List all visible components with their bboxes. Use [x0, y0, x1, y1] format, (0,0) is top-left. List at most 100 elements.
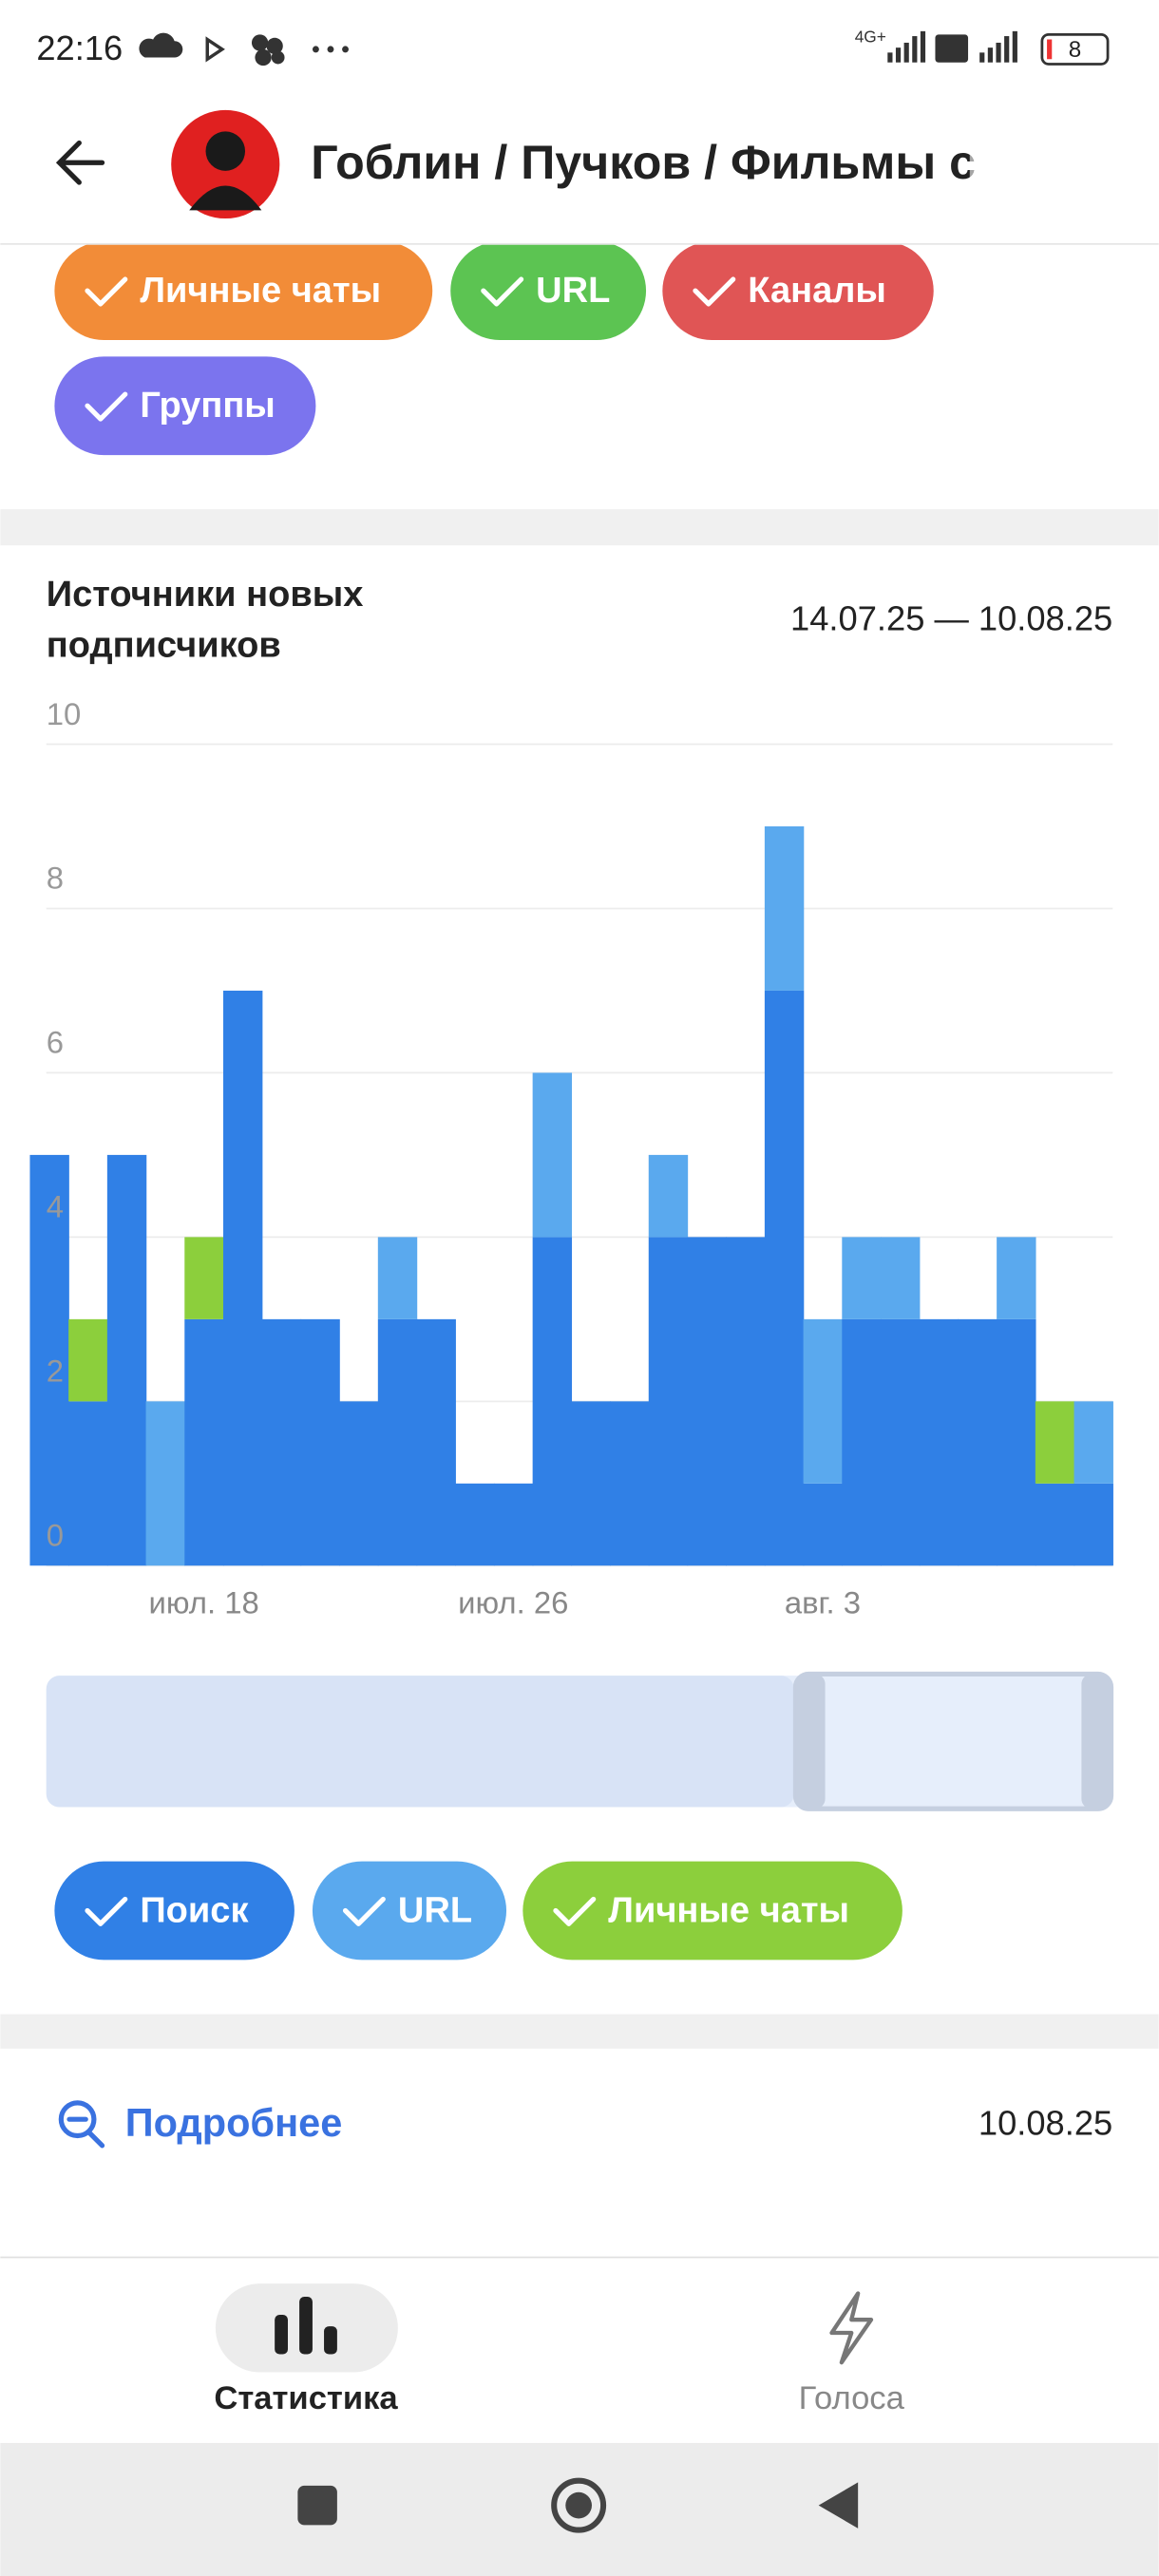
- details-date: 10.08.25: [978, 2104, 1112, 2143]
- chip-label: Поиск: [140, 1890, 249, 1930]
- bar-segment: [455, 1483, 495, 1566]
- chip[interactable]: [54, 356, 316, 456]
- voices-icon: [829, 2291, 874, 2365]
- x-tick-label: авг. 3: [785, 1584, 861, 1619]
- chip[interactable]: [54, 1861, 294, 1960]
- details-link[interactable]: Подробнее: [125, 2100, 343, 2145]
- chip-label: Группы: [140, 386, 275, 426]
- volte-icon: [935, 34, 969, 63]
- chip-label: Личные чаты: [140, 271, 381, 311]
- bar-segment: [416, 1318, 456, 1566]
- bar-segment: [571, 1401, 611, 1566]
- nav-item[interactable]: Статистика: [214, 2380, 398, 2416]
- cast-icon: [205, 36, 225, 63]
- bar-segment: [610, 1401, 650, 1566]
- battery-text: 8: [1069, 37, 1081, 63]
- y-tick-label: 8: [47, 861, 64, 896]
- bar-segment: [493, 1483, 534, 1566]
- chip-label: URL: [536, 271, 610, 311]
- avatar-figure: [205, 131, 246, 171]
- avatar-figure-body: [189, 185, 262, 211]
- back-system-button[interactable]: [818, 2482, 859, 2529]
- stats-icon: [275, 2296, 337, 2355]
- bar-segment: [842, 1318, 882, 1566]
- bar-segment: [68, 1318, 108, 1402]
- chart-title: подписчиков: [47, 626, 281, 666]
- bar-segment: [958, 1318, 998, 1566]
- check-icon: [85, 1896, 128, 1926]
- y-tick-label: 0: [47, 1518, 64, 1553]
- back-button[interactable]: [55, 140, 105, 185]
- zoom-icon-part: [66, 2116, 105, 2149]
- y-tick-label: 6: [47, 1025, 64, 1060]
- check-icon: [553, 1896, 597, 1926]
- signal-icon: [887, 30, 926, 63]
- check-icon: [85, 276, 128, 307]
- signal-icon-2: [979, 30, 1017, 63]
- top-bar: [0, 0, 1159, 243]
- bar-segment: [184, 1237, 224, 1319]
- bar-segment: [881, 1237, 921, 1319]
- app-icon: [251, 34, 285, 66]
- minimap-shade: [46, 1676, 794, 1808]
- bar-segment: [261, 1318, 302, 1566]
- chip[interactable]: [662, 241, 934, 341]
- home-button-dot: [565, 2491, 592, 2519]
- minimap-handle[interactable]: [1081, 1674, 1112, 1809]
- home-button[interactable]: [551, 2477, 607, 2533]
- status-time: 22:16: [36, 28, 123, 67]
- bar-segment: [300, 1318, 340, 1566]
- filter-chips: Личные чаты URL Каналы Группы: [54, 241, 934, 456]
- check-icon: [693, 276, 736, 307]
- bar-segment: [29, 1154, 69, 1566]
- battery-icon: [1040, 32, 1110, 66]
- bar-segment: [145, 1401, 185, 1566]
- date-range: 14.07.25 — 10.08.25: [790, 598, 1112, 637]
- y-tick-label: 10: [47, 696, 82, 731]
- bar-segment: [377, 1237, 418, 1319]
- chip[interactable]: [522, 1861, 902, 1960]
- bar-segment: [106, 1154, 147, 1566]
- chip[interactable]: [312, 1861, 507, 1960]
- title-fade: [969, 131, 1019, 198]
- chip[interactable]: [450, 241, 647, 341]
- bar-segment: [803, 1483, 843, 1566]
- bar-segment: [1035, 1483, 1075, 1566]
- bar-segment: [1035, 1401, 1075, 1484]
- network-type: 4G+: [855, 27, 886, 46]
- x-tick-label: июл. 26: [458, 1584, 568, 1619]
- bar-segment: [919, 1318, 960, 1566]
- bar-segment: [1074, 1401, 1113, 1484]
- minimap-handle[interactable]: [795, 1674, 826, 1809]
- bar-segment: [997, 1318, 1036, 1566]
- bar-segment: [184, 1318, 224, 1566]
- chip-label: URL: [398, 1890, 472, 1930]
- bar-segment: [532, 1237, 573, 1566]
- check-icon: [481, 276, 524, 307]
- check-icon: [85, 391, 128, 422]
- chart-title: Источники новых: [47, 575, 364, 615]
- chip[interactable]: [54, 241, 433, 341]
- bar-segment: [881, 1318, 921, 1566]
- chip-label: Каналы: [748, 271, 886, 311]
- bar-segment: [648, 1237, 689, 1566]
- recents-button[interactable]: [297, 2485, 337, 2526]
- bar-segment: [726, 1237, 766, 1566]
- channel-title: Гоблин / Пучков / Фильмы с: [311, 136, 976, 189]
- bar-segment: [687, 1237, 727, 1566]
- gap: [0, 509, 1159, 546]
- bar-segment: [764, 825, 805, 991]
- nav-item[interactable]: Голоса: [799, 2380, 905, 2416]
- more-icon: [312, 46, 349, 53]
- cloud-icon: [139, 32, 183, 58]
- bar-segment: [1074, 1483, 1113, 1566]
- check-icon: [342, 1896, 386, 1926]
- chip-label: Личные чаты: [608, 1890, 849, 1930]
- x-tick-label: июл. 18: [149, 1584, 259, 1619]
- bar-segment: [764, 990, 805, 1566]
- bar-segment: [377, 1318, 418, 1566]
- bar-segment: [648, 1154, 689, 1238]
- y-tick-label: 4: [47, 1189, 64, 1224]
